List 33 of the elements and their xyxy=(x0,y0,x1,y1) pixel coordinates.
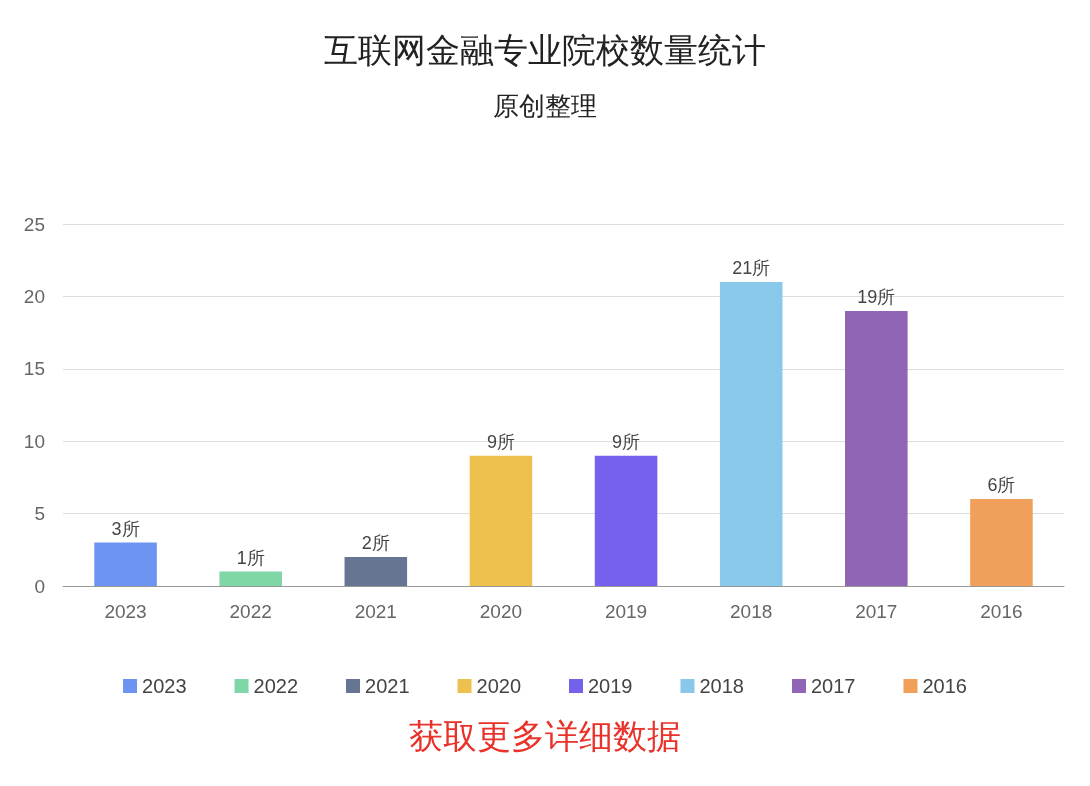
legend-label: 2017 xyxy=(810,675,856,697)
legend-label: 2023 xyxy=(142,675,187,697)
x-tick-label: 2021 xyxy=(354,601,397,622)
data-label: 9所 xyxy=(612,431,641,452)
data-label: 19所 xyxy=(857,286,896,307)
y-tick-label: 5 xyxy=(34,503,45,525)
data-label: 2所 xyxy=(361,533,390,554)
y-tick-label: 25 xyxy=(23,213,45,235)
legend-label: 2018 xyxy=(699,675,744,697)
y-tick-label: 10 xyxy=(23,430,45,452)
chart-title: 互联网金融专业院校数量统计 xyxy=(324,31,766,69)
data-label: 1所 xyxy=(236,547,265,568)
x-tick-label: 2016 xyxy=(980,601,1023,622)
data-label: 3所 xyxy=(111,518,140,539)
y-tick-label: 15 xyxy=(23,358,45,380)
text: 获取更多详细数据 xyxy=(409,717,681,755)
chart-subtitle: 原创整理 xyxy=(493,91,597,121)
x-tick-label: 2018 xyxy=(730,601,773,622)
y-tick-label: 0 xyxy=(34,575,45,597)
y-tick-label: 20 xyxy=(23,285,45,307)
x-tick-label: 2023 xyxy=(104,601,147,622)
legend-label: 2022 xyxy=(253,675,299,697)
legend-label: 2020 xyxy=(476,675,522,697)
legend-label: 2016 xyxy=(922,675,967,697)
legend-label: 2021 xyxy=(365,675,410,697)
x-tick-label: 2019 xyxy=(604,601,648,622)
x-tick-label: 2022 xyxy=(229,601,272,622)
data-label: 9所 xyxy=(486,431,515,452)
legend-label: 2019 xyxy=(588,675,633,697)
x-tick-label: 2017 xyxy=(855,601,898,622)
data-label: 6所 xyxy=(987,475,1016,496)
x-tick-label: 2020 xyxy=(479,601,523,622)
data-label: 21所 xyxy=(732,257,771,278)
